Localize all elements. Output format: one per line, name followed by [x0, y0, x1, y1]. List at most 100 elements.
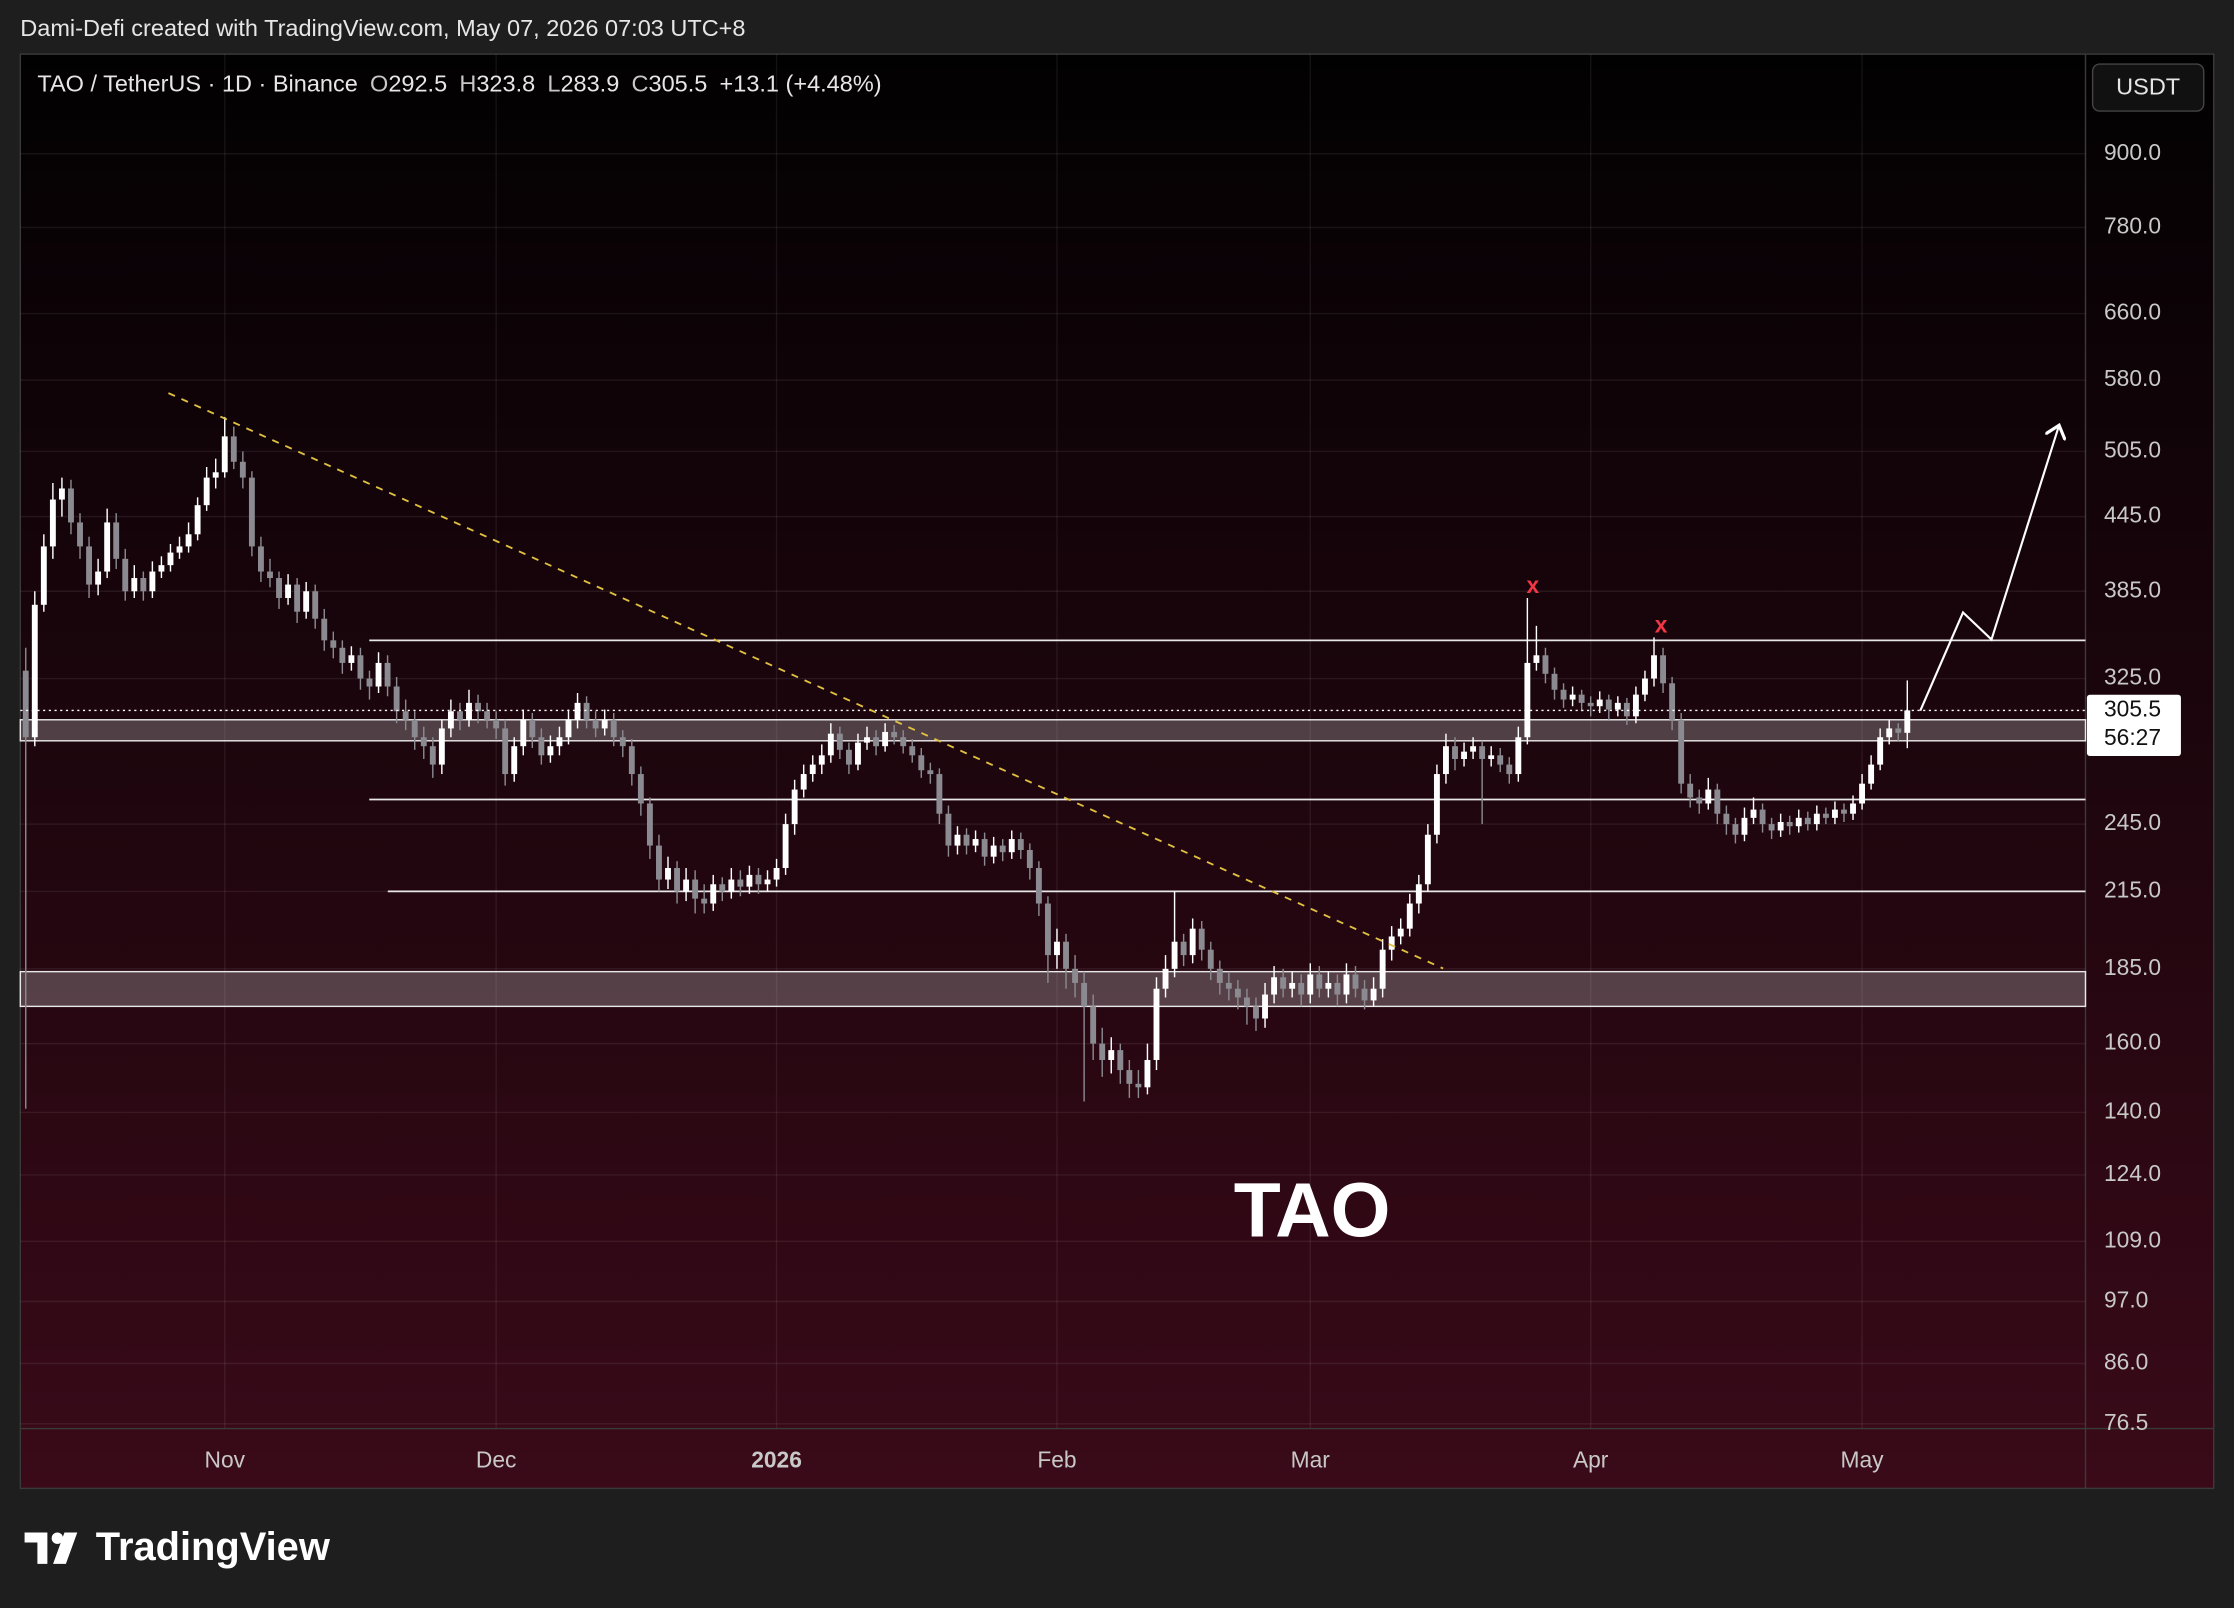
candle-body — [1153, 988, 1160, 1060]
candle-body — [1054, 941, 1060, 956]
candle-body — [855, 742, 861, 765]
candle-body — [746, 874, 753, 887]
candle-body — [466, 702, 472, 720]
candle-body — [1361, 988, 1368, 1001]
y-tick-label: 780.0 — [2104, 212, 2161, 238]
candle-body — [411, 719, 418, 738]
low-value: 283.9 — [560, 71, 619, 97]
candle-body — [1813, 813, 1820, 825]
candle-body — [1397, 928, 1404, 937]
candle-body — [1415, 884, 1422, 904]
candle-body — [1669, 683, 1676, 720]
candle-body — [1461, 751, 1467, 760]
price-tag — [2086, 694, 2181, 756]
candle-body — [864, 737, 870, 743]
candle-body — [891, 731, 898, 738]
candle-body — [140, 578, 147, 592]
candle-body — [22, 670, 29, 738]
candle-body — [1877, 737, 1884, 765]
candle-body — [719, 884, 726, 892]
candle-body — [1868, 764, 1875, 784]
y-tick-label: 97.0 — [2104, 1286, 2148, 1312]
currency-button[interactable] — [2091, 63, 2205, 112]
candle-body — [1777, 822, 1784, 831]
rejection-marker: x — [1655, 612, 1668, 638]
attribution: Dami-Defi created with TradingView.com, … — [20, 15, 745, 41]
candle-body — [1822, 813, 1829, 818]
candle-body — [203, 477, 210, 506]
candle-body — [158, 565, 165, 572]
candle-body — [1117, 1050, 1124, 1071]
candle-body — [493, 719, 500, 729]
y-tick-label: 325.0 — [2104, 664, 2161, 690]
candle-body — [619, 737, 626, 747]
candle-body — [1632, 694, 1639, 717]
candle-body — [656, 845, 662, 880]
candle-body — [1035, 867, 1042, 904]
candle-body — [1551, 673, 1558, 690]
candle-body — [1171, 941, 1178, 969]
candle-body — [882, 731, 889, 747]
y-tick-label: 215.0 — [2104, 876, 2161, 902]
candle-body — [791, 789, 798, 825]
candle-body — [954, 834, 961, 846]
candle-body — [1804, 817, 1811, 825]
candle-body — [1443, 746, 1449, 775]
brand: TradingView — [96, 1525, 331, 1569]
candle-body — [1126, 1070, 1133, 1084]
y-tick-label: 660.0 — [2104, 299, 2161, 325]
y-tick-label: 900.0 — [2104, 139, 2161, 165]
candle-body — [1596, 699, 1603, 707]
candle-body — [936, 774, 943, 814]
y-tick-label: 140.0 — [2104, 1097, 2161, 1123]
candle-body — [294, 584, 301, 612]
candle-body — [131, 578, 138, 592]
currency[interactable]: USDT — [2116, 74, 2180, 100]
price-zone — [19, 970, 2087, 1008]
candle-body — [176, 546, 183, 553]
candle-body — [701, 898, 708, 904]
candle-body — [1424, 834, 1431, 885]
candle-body — [1108, 1050, 1115, 1060]
candle-body — [918, 755, 925, 771]
candle-body — [511, 746, 518, 775]
x-tick-label: Apr — [1573, 1446, 1609, 1472]
candle-body — [1623, 702, 1630, 717]
candle-body — [963, 834, 970, 846]
candle-body — [1542, 655, 1549, 674]
candle-body — [927, 770, 934, 775]
candle-body — [438, 728, 445, 765]
open-value: 292.5 — [388, 71, 447, 97]
candle-body — [1026, 849, 1033, 868]
candle-body — [420, 737, 427, 747]
candle-body — [1750, 809, 1757, 818]
candle-body — [1343, 974, 1350, 995]
candle-body — [628, 746, 635, 775]
candle-body — [1687, 783, 1694, 798]
candle-body — [827, 733, 834, 756]
candle-body — [321, 618, 328, 641]
candle-body — [1216, 968, 1223, 983]
candle-body — [773, 867, 780, 880]
candle-body — [303, 591, 310, 612]
candle-body — [520, 719, 527, 747]
candle-body — [185, 534, 192, 547]
candle-body — [728, 879, 735, 892]
candle-body — [149, 571, 156, 592]
candle-body — [1433, 774, 1440, 835]
candle-body — [1253, 1006, 1259, 1019]
y-tick-label: 86.0 — [2104, 1349, 2148, 1375]
plot-area: Nov Dec 2026 Feb Mar Apr May 900.0 780.0 660.0 580… — [19, 54, 2214, 1489]
candle-body — [1696, 797, 1703, 804]
candle-body — [1072, 968, 1079, 983]
candle-body — [1831, 809, 1838, 818]
candle-body — [402, 711, 409, 720]
candle-body — [384, 662, 391, 687]
candle-body — [999, 845, 1006, 853]
candle-body — [1732, 824, 1739, 835]
high-value: 323.8 — [476, 71, 535, 97]
candle-body — [1850, 803, 1856, 814]
countdown: 56:27 — [2104, 724, 2161, 750]
candle-body — [1795, 817, 1802, 827]
